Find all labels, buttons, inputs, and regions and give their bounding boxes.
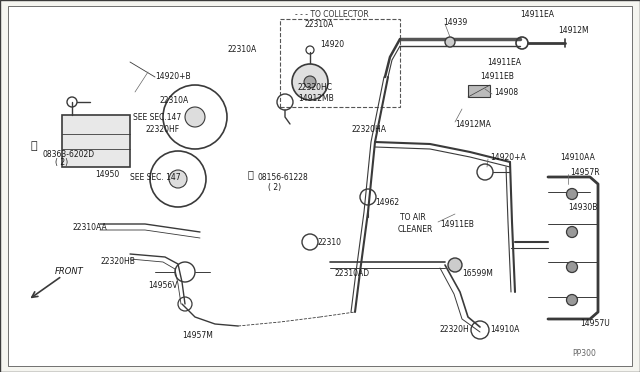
Circle shape [566,262,577,273]
Text: PP300: PP300 [572,350,596,359]
Text: 14957U: 14957U [580,320,610,328]
Circle shape [566,189,577,199]
Text: 22310A: 22310A [228,45,257,54]
Text: 14911EA: 14911EA [520,10,554,19]
Bar [62,115,130,167]
Text: 14950: 14950 [95,170,119,179]
Text: 14910AA: 14910AA [560,153,595,161]
Text: CLEANER: CLEANER [398,224,433,234]
Text: 08156-61228: 08156-61228 [258,173,308,182]
Text: 14912MA: 14912MA [455,119,491,128]
Circle shape [169,170,187,188]
Text: 14920: 14920 [320,39,344,48]
Text: 14957R: 14957R [570,167,600,176]
Text: 22320HB: 22320HB [100,257,135,266]
Text: 22320HF: 22320HF [145,125,179,134]
Text: 14920+A: 14920+A [490,153,525,161]
Text: 14957M: 14957M [182,331,213,340]
Text: 16599M: 16599M [462,269,493,279]
Text: SEE SEC.147: SEE SEC.147 [133,112,181,122]
Text: ( 2): ( 2) [268,183,281,192]
Text: 14939: 14939 [443,17,467,26]
Text: 08363-6202D: 08363-6202D [42,150,94,158]
Circle shape [304,76,316,88]
Circle shape [185,107,205,127]
Text: 22310A: 22310A [305,19,334,29]
Bar [468,85,490,97]
Text: 14911EA: 14911EA [487,58,521,67]
Text: 22310: 22310 [318,237,342,247]
Text: - - - TO COLLECTOR: - - - TO COLLECTOR [295,10,369,19]
Circle shape [292,64,328,100]
Text: 22320HA: 22320HA [352,125,387,134]
Text: 22310AA: 22310AA [72,222,107,231]
Text: 14920+B: 14920+B [155,71,191,80]
Text: Ⓢ: Ⓢ [30,141,36,151]
Text: 14910A: 14910A [490,326,520,334]
Text: 14962: 14962 [375,198,399,206]
Text: 14930B: 14930B [568,202,597,212]
Circle shape [566,295,577,305]
Circle shape [566,227,577,237]
Text: 14912MB: 14912MB [298,93,333,103]
Text: SEE SEC. 147: SEE SEC. 147 [130,173,180,182]
Text: FRONT: FRONT [55,267,84,276]
Text: 14908: 14908 [494,87,518,96]
Circle shape [448,258,462,272]
Text: 22310AD: 22310AD [335,269,370,279]
Text: 14956V: 14956V [148,282,177,291]
Text: 22310A: 22310A [160,96,189,105]
Text: Ⓑ: Ⓑ [248,169,254,179]
Text: TO AIR: TO AIR [400,212,426,221]
Text: 14912M: 14912M [558,26,589,35]
Text: 14911EB: 14911EB [440,219,474,228]
Text: 14911EB: 14911EB [480,71,514,80]
Bar [280,19,400,107]
Circle shape [445,37,455,47]
Text: 22320H: 22320H [440,326,470,334]
Text: ( 2): ( 2) [55,157,68,167]
Text: 22320HC: 22320HC [298,83,333,92]
